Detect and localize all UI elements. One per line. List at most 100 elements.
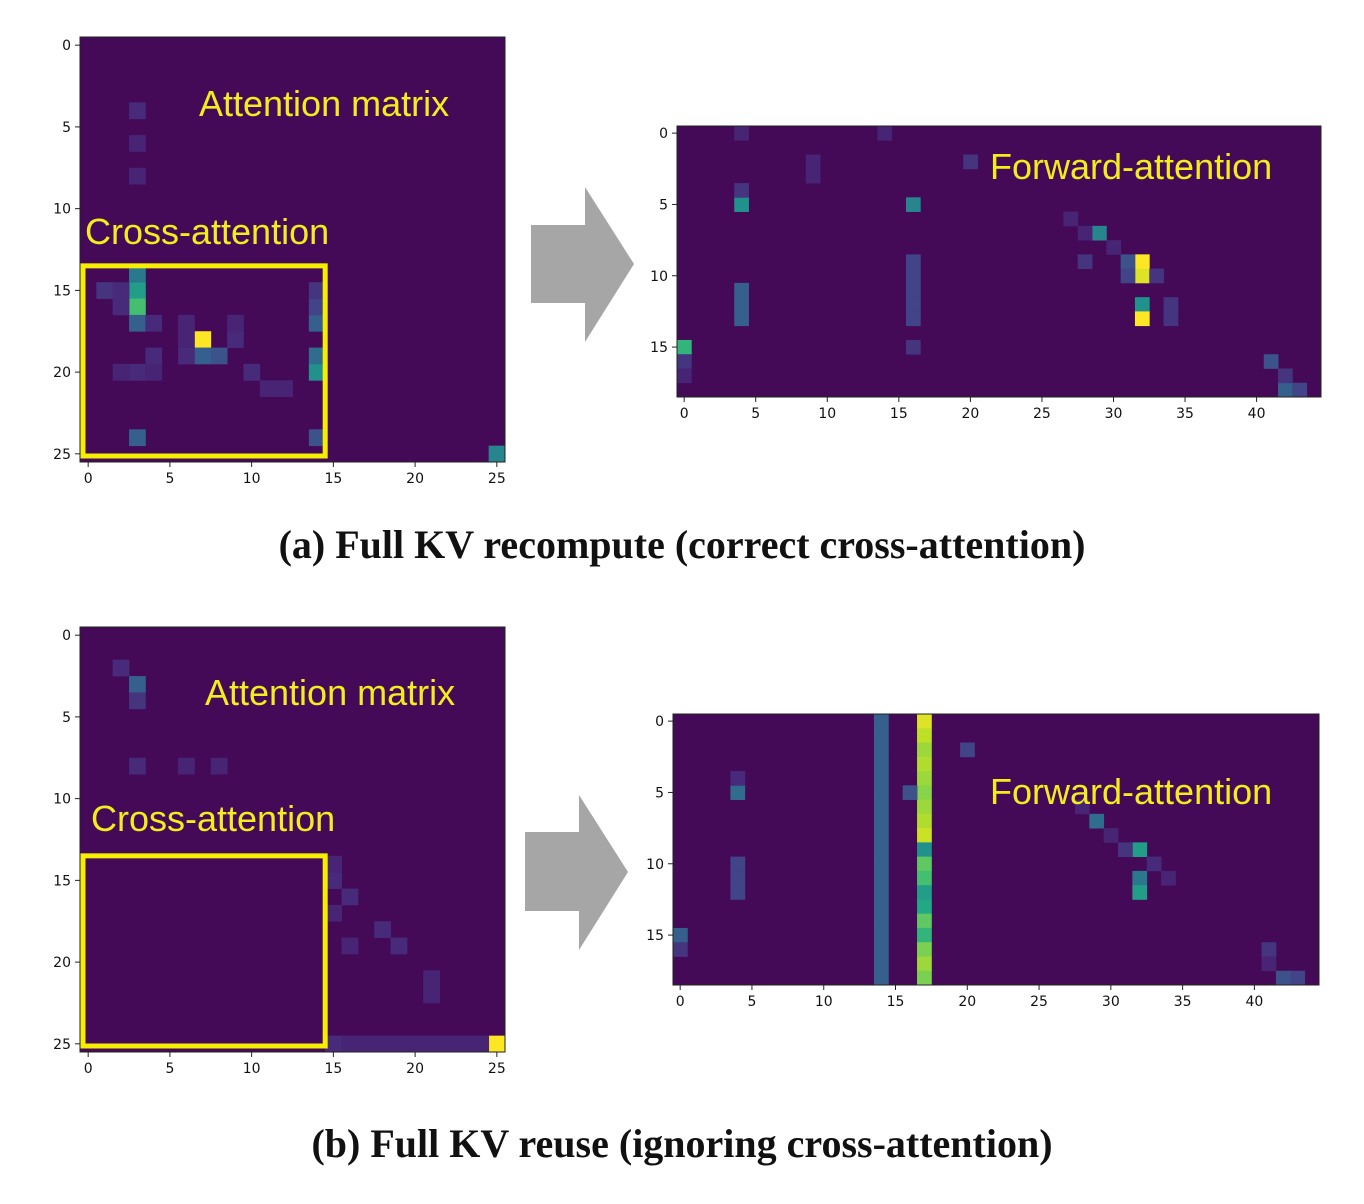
annotation-attention-matrix: Attention matrix — [205, 672, 456, 713]
heatmap-cell — [210, 757, 228, 775]
heatmap-cell — [194, 331, 212, 348]
heatmap-cell — [917, 799, 932, 815]
x-tick-label: 35 — [1176, 406, 1194, 422]
caption-b: (b) Full KV reuse (ignoring cross-attent… — [311, 1121, 1053, 1166]
x-tick-label: 15 — [324, 1061, 342, 1077]
heatmap-cell — [1263, 354, 1279, 369]
heatmap-cell — [390, 1035, 408, 1053]
y-tick-label: 10 — [53, 202, 71, 218]
heatmap-cell — [145, 363, 163, 381]
heatmap-cell — [308, 282, 326, 299]
heatmap-a-attention-matrix: 0 5 10 15 20 25 0 5 10 15 20 25 — [53, 36, 506, 487]
y-tick-label: 25 — [53, 1037, 71, 1053]
heatmap-cell — [1134, 297, 1150, 312]
axes-frame — [79, 626, 506, 1053]
heatmap-cell — [905, 297, 921, 312]
x-tick-label: 25 — [1033, 406, 1051, 422]
x-tick-label: 10 — [815, 994, 833, 1010]
axes-frame — [79, 36, 506, 463]
heatmap-cell — [1163, 311, 1179, 327]
x-tick-label: 35 — [1174, 994, 1192, 1010]
heatmap-cell — [455, 1035, 473, 1053]
x-tick-label: 5 — [747, 994, 756, 1010]
y-tick-label: 15 — [53, 283, 71, 299]
heatmap-cell — [129, 282, 146, 299]
axes-frame — [676, 125, 1322, 398]
heatmap-cell — [178, 757, 195, 775]
heatmap-cell — [194, 347, 212, 365]
heatmap-cell — [423, 1035, 441, 1053]
y-tick-label: 5 — [659, 197, 668, 213]
y-tick-label: 10 — [650, 269, 668, 285]
heatmap-cell — [730, 885, 746, 900]
y-tick-label: 0 — [659, 126, 668, 142]
heatmap-cell — [873, 899, 889, 915]
heatmap-a-forward-attention: 0 5 10 15 20 25 30 35 40 0 5 10 15 — [650, 125, 1322, 422]
heatmap-cell — [112, 282, 130, 299]
heatmap-cell — [673, 942, 688, 957]
heatmap-cell — [730, 771, 746, 786]
heatmap-cell — [917, 756, 932, 772]
heatmap-cell — [905, 282, 921, 298]
heatmap-cell — [129, 676, 146, 693]
heatmap-cell — [1149, 268, 1164, 284]
heatmap-cell — [917, 913, 932, 929]
heatmap-cell — [677, 354, 692, 369]
y-tick-label: 5 — [62, 120, 71, 136]
heatmap-cell — [325, 904, 342, 922]
x-tick-label: 10 — [243, 1061, 261, 1077]
heatmap-cell — [902, 785, 918, 800]
axes-frame — [672, 713, 1320, 986]
heatmap-cell — [1077, 254, 1093, 270]
heatmap-cell — [325, 855, 342, 873]
y-tick-label: 0 — [655, 714, 664, 730]
heatmap-cell — [112, 298, 130, 316]
heatmap-cell — [734, 126, 749, 141]
heatmap-cell — [325, 1035, 342, 1053]
heatmap-cell — [1077, 225, 1093, 241]
x-tick-label: 40 — [1248, 406, 1266, 422]
heatmap-cell — [873, 927, 889, 943]
x-tick-label: 15 — [887, 994, 905, 1010]
x-tick-label: 0 — [84, 471, 93, 487]
heatmap-cell — [917, 728, 932, 743]
cross-attention-box — [80, 263, 328, 459]
heatmap-cell — [1134, 311, 1150, 327]
heatmap-b-attention-matrix: 0 5 10 15 20 25 0 5 10 15 20 25 — [53, 626, 506, 1077]
heatmap-cell — [677, 368, 692, 384]
heatmap-cell — [308, 363, 326, 381]
annotation-attention-matrix: Attention matrix — [199, 83, 450, 124]
x-tick-label: 30 — [1102, 994, 1120, 1010]
heatmap-cell — [873, 813, 889, 829]
heatmap-cell — [374, 921, 391, 938]
heatmap-cell — [905, 254, 921, 270]
heatmap-cell — [805, 154, 821, 170]
y-tick-label: 10 — [646, 857, 664, 873]
x-tick-label: 20 — [958, 994, 976, 1010]
heatmap-cell — [1132, 870, 1148, 886]
x-tick-label: 10 — [818, 406, 836, 422]
heatmap-cell — [873, 956, 889, 972]
heatmap-cell — [873, 742, 889, 758]
x-tick-label: 40 — [1245, 994, 1263, 1010]
heatmap-cell — [308, 429, 326, 447]
heatmap-cell — [873, 856, 889, 872]
heatmap-cell — [1146, 856, 1162, 872]
heatmap-cell — [406, 1035, 424, 1053]
heatmap-cell — [873, 828, 889, 843]
heatmap-cell — [390, 937, 408, 955]
heatmap-cell — [341, 937, 359, 955]
heatmap-cell — [905, 339, 921, 355]
heatmap-cell — [308, 347, 326, 365]
y-tick-label: 20 — [53, 365, 71, 381]
cross-attention-box — [80, 853, 328, 1049]
heatmap-cell — [1118, 842, 1133, 858]
annotation-cross-attention: Cross-attention — [91, 798, 336, 839]
heatmap-cell — [873, 942, 889, 957]
x-tick-label: 5 — [165, 1061, 174, 1077]
x-tick-label: 25 — [1030, 994, 1048, 1010]
heatmap-cell — [259, 380, 277, 398]
heatmap-cell — [325, 872, 342, 889]
heatmap-cell — [1278, 368, 1293, 384]
heatmap-cell — [308, 298, 326, 316]
